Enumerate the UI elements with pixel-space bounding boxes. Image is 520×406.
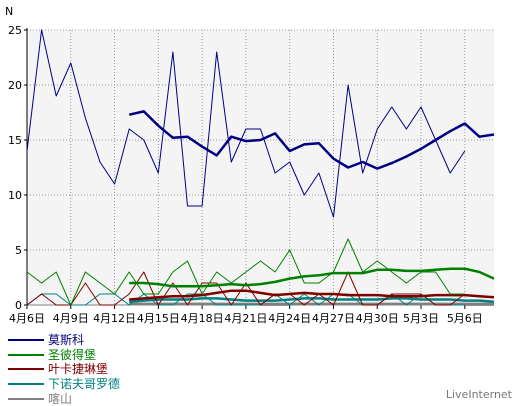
series-average-line: [129, 289, 495, 301]
y-tick-label: 5: [15, 244, 22, 257]
legend-label: 莫斯科: [48, 333, 85, 348]
legend-label: 下诺夫哥罗德: [48, 377, 121, 392]
legend-item: 下诺夫哥罗德: [8, 377, 120, 392]
x-tick-label: 4月6日: [9, 312, 45, 325]
y-tick-label: 25: [8, 24, 22, 37]
series-average-line: [129, 297, 495, 303]
y-tick-label: 15: [8, 134, 22, 147]
series-average-line: [129, 267, 495, 288]
legend-swatch: [8, 353, 44, 356]
legend-swatch: [8, 368, 44, 371]
series-average-line: [128, 110, 495, 170]
x-tick-label: 4月27日: [312, 312, 355, 325]
legend-item: 圣彼得堡: [8, 348, 120, 363]
legend-label: 喀山: [48, 391, 73, 406]
brand-label: LiveInternet: [445, 388, 512, 401]
legend-swatch: [8, 397, 44, 400]
x-tick-label: 5月6日: [447, 312, 483, 325]
legend-item: 喀山: [8, 391, 120, 406]
series-daily-line: [26, 29, 466, 218]
x-tick-label: 4月30日: [356, 312, 399, 325]
x-tick-label: 4月15日: [137, 312, 180, 325]
x-tick-label: 4月12日: [93, 312, 136, 325]
y-tick-label: 20: [8, 79, 22, 92]
legend-item: 叶卡捷琳堡: [8, 362, 120, 377]
series-lines: [26, 29, 495, 306]
x-tick-label: 4月18日: [181, 312, 224, 325]
legend: 莫斯科 圣彼得堡 叶卡捷琳堡 下诺夫哥罗德 喀山: [8, 333, 120, 406]
legend-swatch: [8, 339, 44, 342]
series-daily-line: [26, 271, 466, 306]
legend-label: 圣彼得堡: [48, 347, 97, 362]
x-tick-label: 5月3日: [403, 312, 439, 325]
plot-background: [27, 30, 494, 305]
legend-swatch: [8, 383, 44, 386]
series-daily-line: [26, 238, 465, 306]
x-tick-label: 4月24日: [268, 312, 311, 325]
y-tick-label: 10: [8, 189, 22, 202]
y-axis-label: N: [5, 5, 13, 18]
x-tick-label: 4月21日: [224, 312, 267, 325]
legend-item: 莫斯科: [8, 333, 120, 348]
legend-label: 叶卡捷琳堡: [48, 362, 109, 377]
x-tick-label: 4月9日: [53, 312, 89, 325]
y-tick-label: 0: [15, 299, 22, 312]
